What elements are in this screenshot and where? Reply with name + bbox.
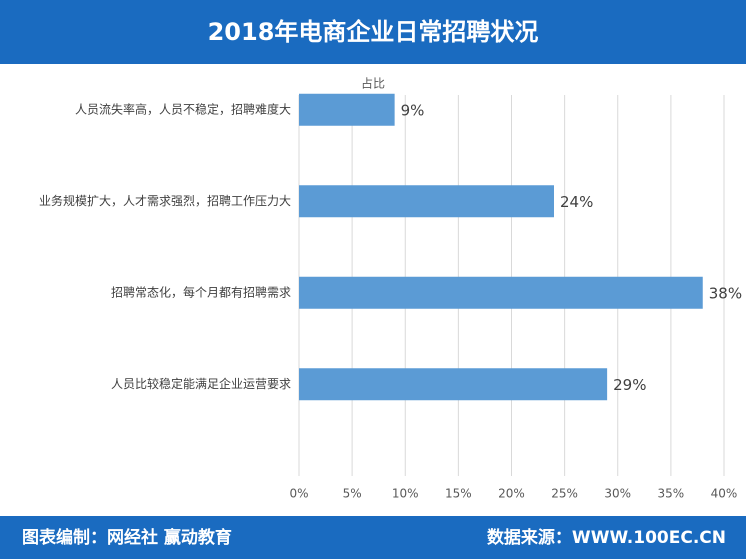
x-tick-label: 15%	[445, 487, 472, 501]
x-tick-label: 10%	[392, 487, 419, 501]
y-tick-label: 人员流失率高，人员不稳定，招聘难度大	[75, 101, 291, 116]
footer-credit: 图表编制：网经社 赢动教育	[22, 527, 232, 548]
x-tick-label: 5%	[343, 487, 362, 501]
value-label: 9%	[401, 101, 425, 119]
x-tick-label: 20%	[498, 487, 525, 501]
chart-title: 2018年电商企业日常招聘状况	[208, 18, 539, 46]
y-tick-label: 招聘常态化，每个月都有招聘需求	[111, 284, 291, 299]
bar	[299, 368, 608, 401]
value-label: 29%	[613, 376, 646, 394]
value-label: 38%	[709, 284, 742, 302]
x-tick-label: 25%	[551, 487, 578, 501]
chart-subtitle: 占比	[361, 76, 385, 91]
x-tick-label: 35%	[658, 487, 685, 501]
y-tick-label: 人员比较稳定能满足企业运营要求	[111, 376, 291, 391]
x-tick-label: 0%	[289, 487, 308, 501]
x-tick-label: 30%	[604, 487, 631, 501]
y-tick-label: 业务规模扩大，人才需求强烈，招聘工作压力大	[39, 193, 291, 208]
bar	[299, 185, 554, 218]
bar	[299, 93, 395, 126]
x-tick-label: 40%	[711, 487, 738, 501]
value-label: 24%	[560, 193, 593, 211]
bar	[299, 276, 703, 309]
footer-source: 数据来源：WWW.100EC.CN	[487, 527, 726, 548]
header-bar	[0, 0, 746, 64]
footer-bar	[0, 516, 746, 559]
